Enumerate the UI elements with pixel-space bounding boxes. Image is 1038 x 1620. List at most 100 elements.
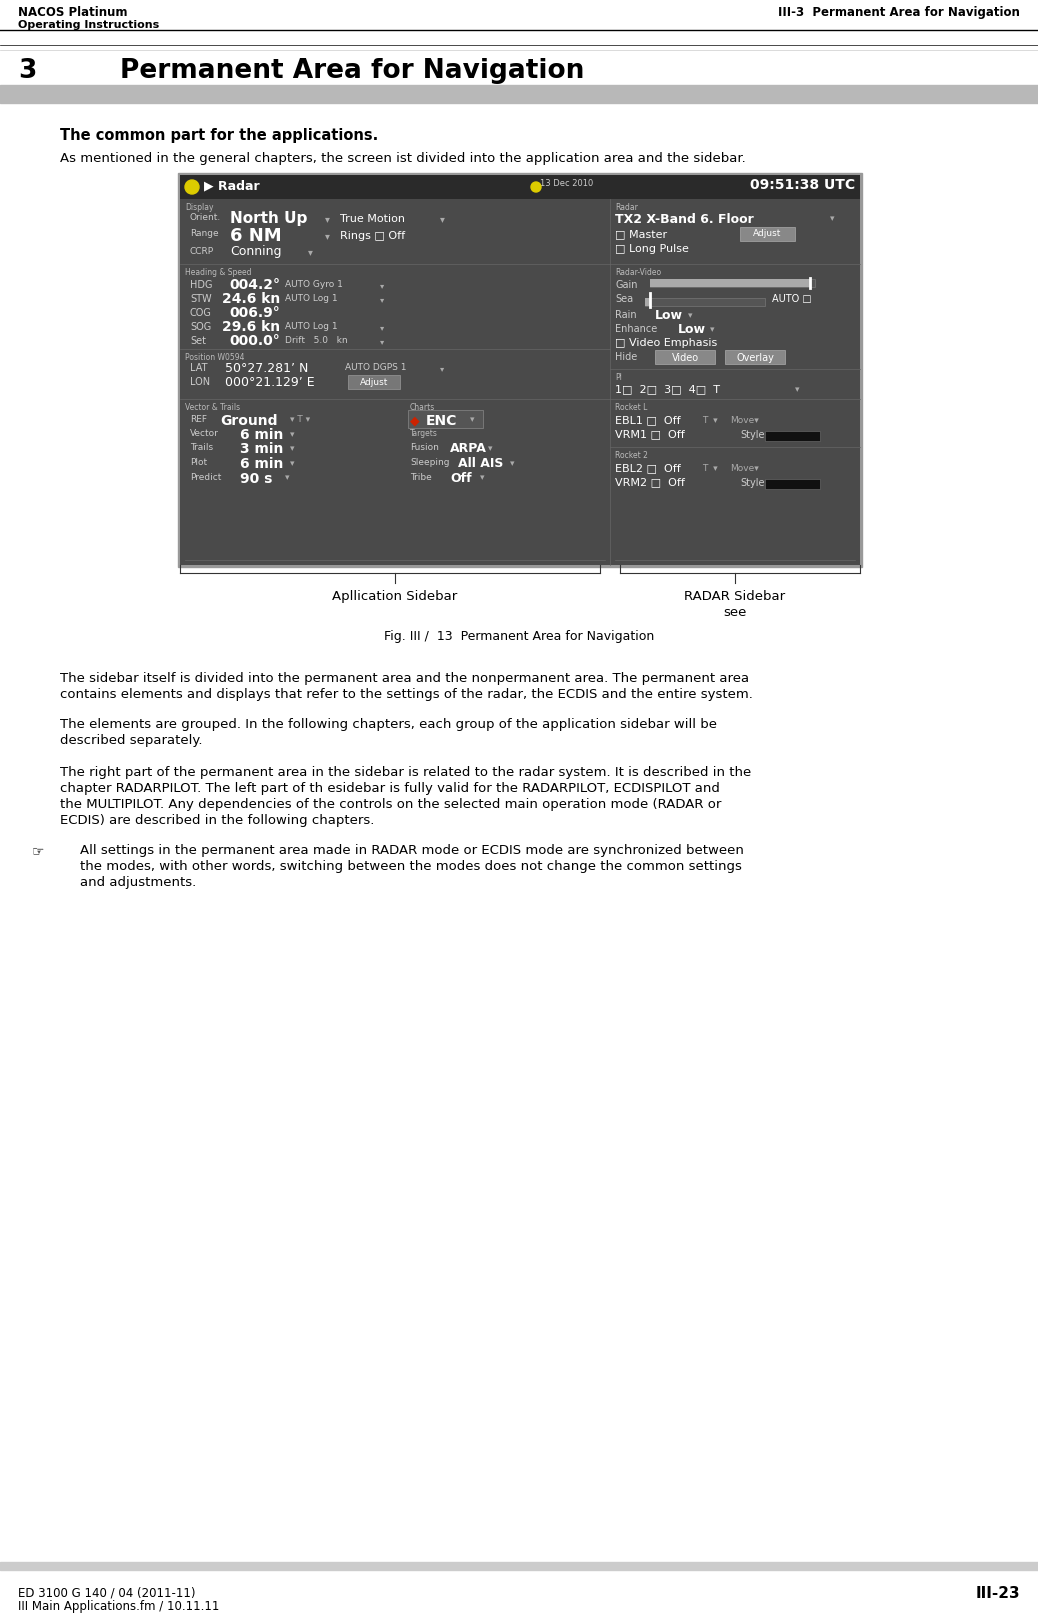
Text: Style: Style <box>740 429 765 441</box>
Text: Adjust: Adjust <box>360 377 388 387</box>
Text: Sea: Sea <box>614 293 633 305</box>
Bar <box>740 227 795 241</box>
Text: Overlay: Overlay <box>736 353 774 363</box>
Text: the MULTIPILOT. Any dependencies of the controls on the selected main operation : the MULTIPILOT. Any dependencies of the … <box>60 799 721 812</box>
Bar <box>765 431 820 441</box>
Text: Tribe: Tribe <box>410 473 432 483</box>
Text: chapter RADARPILOT. The left part of th esidebar is fully valid for the RADARPIL: chapter RADARPILOT. The left part of th … <box>60 782 720 795</box>
Text: Rings □ Off: Rings □ Off <box>340 232 405 241</box>
Bar <box>645 298 765 306</box>
Text: ▾: ▾ <box>480 473 485 483</box>
Circle shape <box>185 180 199 194</box>
Bar <box>725 350 785 364</box>
Text: 13 Dec 2010: 13 Dec 2010 <box>540 178 594 188</box>
Bar <box>650 279 815 287</box>
Bar <box>765 480 820 489</box>
Text: VRM2 □  Off: VRM2 □ Off <box>614 476 685 488</box>
Text: STW: STW <box>190 293 212 305</box>
Bar <box>180 175 861 199</box>
Text: 6 min: 6 min <box>240 457 283 471</box>
Text: ▾: ▾ <box>308 246 312 258</box>
Text: Move▾: Move▾ <box>730 463 759 473</box>
Text: Move▾: Move▾ <box>730 416 759 424</box>
Text: and adjustments.: and adjustments. <box>80 876 196 889</box>
Text: Style: Style <box>740 478 765 488</box>
Bar <box>0 84 1038 104</box>
Text: the modes, with other words, switching between the modes does not change the com: the modes, with other words, switching b… <box>80 860 742 873</box>
Text: ▾: ▾ <box>830 214 835 224</box>
Text: □ Long Pulse: □ Long Pulse <box>614 245 689 254</box>
Text: TX2 X-Band 6. Floor: TX2 X-Band 6. Floor <box>614 212 754 227</box>
Text: ENC: ENC <box>426 415 458 428</box>
Text: Set: Set <box>190 335 206 347</box>
Text: PI: PI <box>614 373 622 382</box>
Text: SOG: SOG <box>190 322 212 332</box>
Bar <box>645 298 650 306</box>
Bar <box>655 350 715 364</box>
Text: REF: REF <box>190 415 207 424</box>
Text: ▾: ▾ <box>688 311 692 321</box>
Text: Operating Instructions: Operating Instructions <box>18 19 159 31</box>
Bar <box>0 1562 1038 1570</box>
Text: ▾: ▾ <box>325 214 330 224</box>
Text: ED 3100 G 140 / 04 (2011-11): ED 3100 G 140 / 04 (2011-11) <box>18 1586 195 1599</box>
Text: 50°27.281’ N: 50°27.281’ N <box>225 361 308 374</box>
Text: ▾: ▾ <box>795 386 799 394</box>
Text: AUTO □: AUTO □ <box>772 293 812 305</box>
Text: Vector & Trails: Vector & Trails <box>185 403 240 411</box>
Text: Range: Range <box>190 228 219 238</box>
Text: North Up: North Up <box>230 211 307 227</box>
Text: ▾: ▾ <box>510 458 515 468</box>
Text: 6 min: 6 min <box>240 428 283 442</box>
Text: Off: Off <box>450 471 471 484</box>
Text: EBL1 □  Off: EBL1 □ Off <box>614 415 681 424</box>
Text: Hide: Hide <box>614 352 637 361</box>
Text: see: see <box>723 606 746 619</box>
Text: 29.6 kn: 29.6 kn <box>222 321 280 334</box>
Text: LAT: LAT <box>190 363 208 373</box>
Text: III-3  Permanent Area for Navigation: III-3 Permanent Area for Navigation <box>778 6 1020 19</box>
Text: ECDIS) are described in the following chapters.: ECDIS) are described in the following ch… <box>60 813 375 826</box>
Text: ▾: ▾ <box>290 429 295 439</box>
Text: 09:51:38 UTC: 09:51:38 UTC <box>749 178 855 193</box>
Text: Heading & Speed: Heading & Speed <box>185 267 251 277</box>
Text: ▾: ▾ <box>325 232 330 241</box>
Text: Rocket L: Rocket L <box>614 403 648 411</box>
Text: Low: Low <box>678 322 706 335</box>
Text: CCRP: CCRP <box>190 246 214 256</box>
Bar <box>348 374 400 389</box>
Text: Radar-Video: Radar-Video <box>614 267 661 277</box>
Bar <box>177 173 862 567</box>
Text: ☞: ☞ <box>32 844 45 859</box>
Bar <box>180 175 861 565</box>
Text: Rocket 2: Rocket 2 <box>614 450 648 460</box>
Text: Vector: Vector <box>190 429 219 437</box>
Text: True Motion: True Motion <box>340 214 405 224</box>
Text: NACOS Platinum: NACOS Platinum <box>18 6 128 19</box>
Text: The elements are grouped. In the following chapters, each group of the applicati: The elements are grouped. In the followi… <box>60 718 717 731</box>
Text: ▾: ▾ <box>380 337 384 347</box>
Text: 3 min: 3 min <box>240 442 283 455</box>
Text: Drift   5.0   kn: Drift 5.0 kn <box>285 335 348 345</box>
Text: All settings in the permanent area made in RADAR mode or ECDIS mode are synchron: All settings in the permanent area made … <box>80 844 744 857</box>
Text: □ Video Emphasis: □ Video Emphasis <box>614 339 717 348</box>
Text: ▶ Radar: ▶ Radar <box>204 178 260 193</box>
Text: Apllication Sidebar: Apllication Sidebar <box>332 590 458 603</box>
Text: described separately.: described separately. <box>60 734 202 747</box>
Text: ◆: ◆ <box>410 415 419 428</box>
Text: 004.2°: 004.2° <box>229 279 280 292</box>
Text: ▾: ▾ <box>290 458 295 468</box>
Text: ▾: ▾ <box>440 364 444 373</box>
Text: HDG: HDG <box>190 280 213 290</box>
Text: Display: Display <box>185 202 214 212</box>
Text: 000.0°: 000.0° <box>229 334 280 348</box>
Text: AUTO Log 1: AUTO Log 1 <box>285 293 337 303</box>
Text: As mentioned in the general chapters, the screen ist divided into the applicatio: As mentioned in the general chapters, th… <box>60 152 745 165</box>
Text: Orient.: Orient. <box>190 212 221 222</box>
Text: contains elements and displays that refer to the settings of the radar, the ECDI: contains elements and displays that refe… <box>60 688 753 701</box>
Text: The common part for the applications.: The common part for the applications. <box>60 128 378 143</box>
Text: EBL2 □  Off: EBL2 □ Off <box>614 463 681 473</box>
Text: III-23: III-23 <box>976 1586 1020 1601</box>
Text: COG: COG <box>190 308 212 318</box>
Text: Gain: Gain <box>614 280 637 290</box>
